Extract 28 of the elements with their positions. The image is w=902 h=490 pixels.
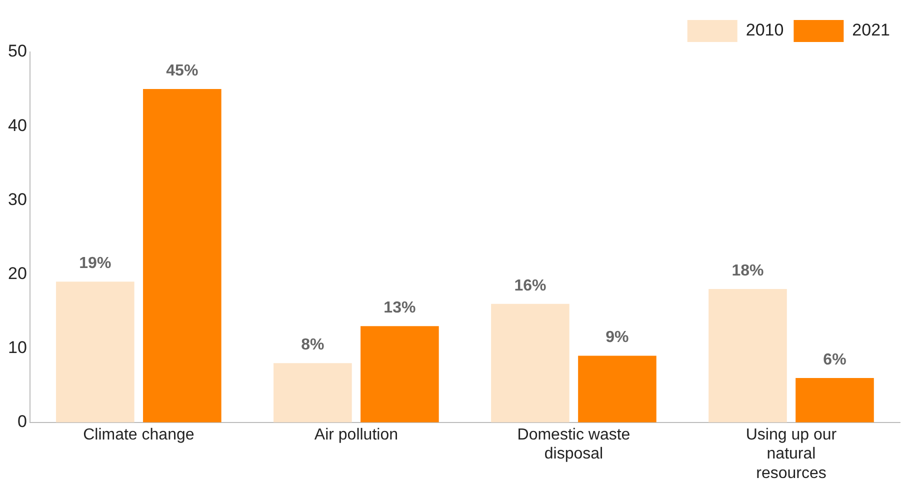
bar [578, 356, 656, 422]
data-label: 19% [79, 255, 112, 272]
data-label: 16% [514, 277, 546, 294]
y-tick-label: 30 [8, 190, 27, 209]
data-label: 45% [166, 62, 198, 80]
y-tick-label: 50 [8, 42, 27, 61]
data-label: 18% [732, 262, 764, 280]
data-label: 6% [823, 351, 846, 368]
x-tick-label: Using up our natural resources [746, 426, 838, 482]
data-label: 8% [301, 336, 324, 354]
data-label: 9% [606, 329, 629, 346]
legend-label: 2021 [852, 20, 890, 40]
data-label: 13% [384, 300, 416, 316]
x-tick-label: Domestic waste disposal [517, 426, 630, 463]
legend-label: 2010 [746, 20, 784, 40]
x-tick-label: Air pollution [314, 426, 398, 444]
y-tick-label: 40 [8, 116, 27, 135]
bar [796, 378, 874, 422]
x-tick-label: Climate change [83, 426, 194, 444]
bar [274, 363, 352, 422]
bar [360, 326, 439, 422]
y-tick-label: 0 [17, 412, 27, 432]
bar [708, 289, 787, 422]
y-tick-label: 20 [8, 264, 27, 283]
bar [491, 304, 570, 422]
y-tick-label: 10 [8, 338, 27, 358]
bar [56, 282, 134, 422]
bar [143, 89, 222, 422]
